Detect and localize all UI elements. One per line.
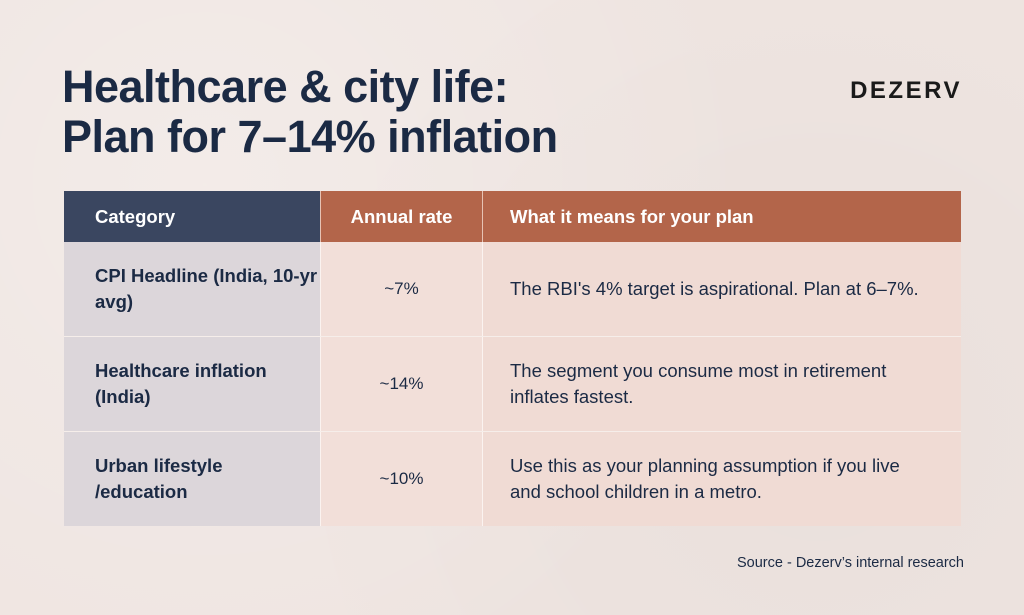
page-title: Healthcare & city life: Plan for 7–14% i… xyxy=(62,62,558,162)
brand-logo: DEZERV xyxy=(850,77,962,104)
row-meaning: The RBI's 4% target is aspirational. Pla… xyxy=(482,242,961,336)
header-plan-meaning: What it means for your plan xyxy=(482,191,961,242)
row-category: Urban lifestyle /education xyxy=(64,432,320,526)
table-row: Healthcare inflation (India) ~14% The se… xyxy=(64,337,961,432)
table-row: CPI Headline (India, 10-yr avg) ~7% The … xyxy=(64,242,961,337)
row-category: Healthcare inflation (India) xyxy=(64,337,320,431)
title-line-2: Plan for 7–14% inflation xyxy=(62,111,558,162)
row-meaning: Use this as your planning assumption if … xyxy=(482,432,961,526)
title-line-1: Healthcare & city life: xyxy=(62,61,509,112)
header-annual-rate: Annual rate xyxy=(320,191,482,242)
row-meaning: The segment you consume most in retireme… xyxy=(482,337,961,431)
inflation-table: Category Annual rate What it means for y… xyxy=(64,191,961,526)
row-rate: ~10% xyxy=(320,432,482,526)
row-rate: ~7% xyxy=(320,242,482,336)
row-category: CPI Headline (India, 10-yr avg) xyxy=(64,242,320,336)
table-header-row: Category Annual rate What it means for y… xyxy=(64,191,961,242)
table-row: Urban lifestyle /education ~10% Use this… xyxy=(64,432,961,526)
header-category: Category xyxy=(64,191,320,242)
row-rate: ~14% xyxy=(320,337,482,431)
source-note: Source - Dezerv’s internal research xyxy=(737,555,964,571)
